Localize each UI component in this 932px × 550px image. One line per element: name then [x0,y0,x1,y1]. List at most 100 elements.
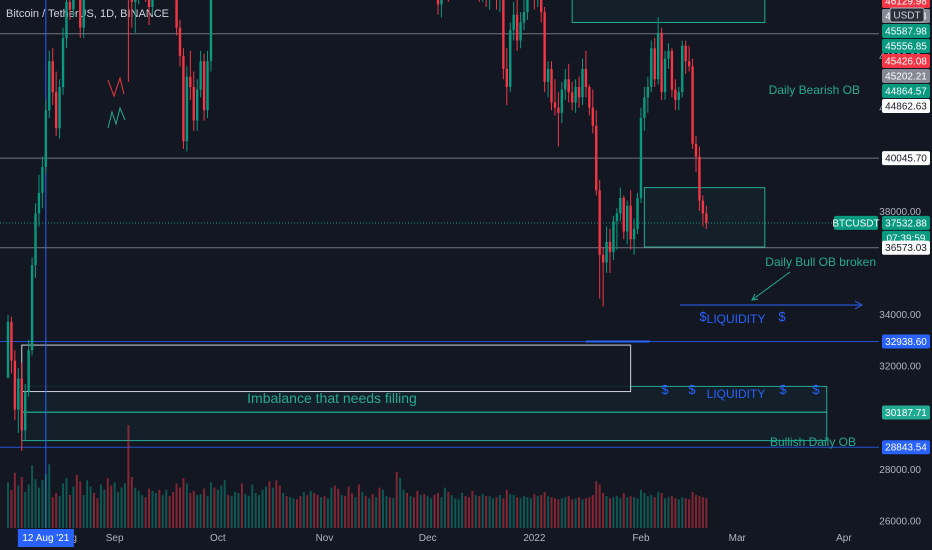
volume-bar [416,490,419,528]
liquidity-dollar: $ [688,382,696,397]
candle [48,50,51,118]
volume-bar [75,474,78,528]
candle [687,45,691,72]
volume-bar [354,497,357,528]
volume-bar [330,487,333,528]
price-tag [882,39,930,54]
liquidity-dollar: $ [812,382,820,397]
volume-bar [247,496,250,528]
volume-bar [485,496,488,528]
zone-label: Imbalance that needs filling [247,390,417,406]
price-axis[interactable]: 44000.0042000.0038000.0034000.0032000.00… [832,0,932,550]
volume-bar [323,496,326,528]
volume-bar [495,497,498,528]
candle [574,79,577,113]
volume-bar [385,496,388,528]
candle-body [13,360,17,410]
time-tick-label: Sep [106,533,124,544]
candle-body [54,92,58,129]
symbol-tag [834,215,878,230]
volume-bar [199,494,202,528]
volume-bar [701,497,704,528]
volume-bar [51,497,54,528]
volume-bar [120,487,123,528]
candle [615,208,619,250]
volume-bar [454,498,457,528]
volume-bar [578,497,581,528]
volume-bar [371,494,374,528]
candle [550,61,553,111]
volume-bar [626,497,629,528]
candle-body [639,117,643,198]
price-tag-label: 28843.54 [885,443,927,454]
volume-bar [639,489,642,528]
candle [546,61,550,98]
candle-body [612,221,615,253]
volume-bar [251,484,254,528]
volume-bar [381,489,384,528]
candle [138,0,140,5]
volume-bar [674,498,677,528]
volume-bar [392,498,395,528]
candle-body [656,32,660,80]
zone-label: Daily Bearish OB [769,83,860,97]
candle-body [595,125,598,191]
price-tag [882,240,930,255]
price-tag [882,334,930,349]
price-tag-label: 45426.08 [885,57,927,68]
price-tag-label: 46129.98 [885,0,927,8]
candle-body [670,50,674,90]
candle-body [615,213,619,222]
candle-body [202,61,206,111]
volume-bar [254,492,257,528]
candle [440,0,443,18]
volume-bar [96,498,99,528]
volume-bar [41,480,44,528]
candle-body [134,0,137,2]
candle [684,40,687,75]
price-tag [882,0,930,9]
liquidity-dollar: $ [778,309,786,324]
candle [543,6,546,93]
volume-bar [516,497,519,528]
candle-body [677,92,680,100]
price-tag [882,54,930,69]
volume-bar [660,492,663,528]
volume-bar [553,498,556,528]
candle [674,79,677,111]
symbol-tag-label: BTCUSDT [832,218,879,229]
volume-bar [113,482,116,528]
candle-body [41,167,44,193]
candle [622,195,625,240]
volume-bar [643,492,646,528]
candle [206,50,209,118]
candle [145,0,147,2]
volume-bar [492,498,495,528]
candle [588,84,591,116]
volume-bar [103,489,106,528]
volume-bar [161,495,164,528]
volume-bar [106,478,109,528]
volume-bar [340,495,343,528]
volume-bar [192,490,195,528]
candle [667,43,670,69]
volume-bar [44,473,47,528]
volume-bar [447,491,450,528]
candle [626,200,629,245]
zones-layer: Daily Bearish OB Daily Bull OB broken Bull… [21,0,876,449]
volume-bar [464,496,467,528]
candle-body [147,0,151,7]
candle [61,27,65,95]
candle-body [209,0,213,62]
volume-bar [213,487,216,528]
time-tick-label: Oct [210,533,226,544]
candle [127,0,129,82]
price-tick-label: 32000.00 [879,362,921,373]
volume-bar [395,471,398,528]
candle-body [577,86,581,98]
candle-body [189,76,192,87]
candle [533,0,535,10]
volume-bar [110,485,113,528]
